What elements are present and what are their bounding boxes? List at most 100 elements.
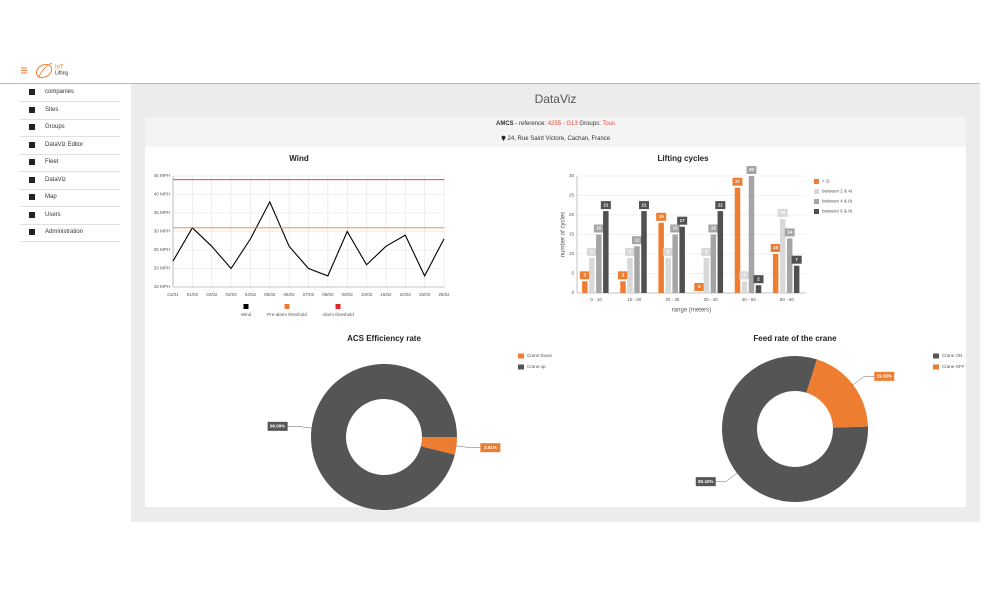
groups[interactable]: Tous xyxy=(602,121,615,127)
bar xyxy=(779,218,786,293)
value-label-box xyxy=(708,224,719,233)
value-label-box xyxy=(586,247,597,256)
donut-slice xyxy=(721,356,868,502)
x-tick-label: 29/02 xyxy=(438,292,450,297)
donut-slice xyxy=(311,364,457,511)
sidebar-icon xyxy=(29,211,35,218)
y-tick-label: 15 xyxy=(569,232,575,237)
value-label-box xyxy=(791,255,802,264)
x-tick-label: 01/01 xyxy=(167,292,179,297)
address: 24, Rue Saint Victore, Cachan, France xyxy=(507,136,611,142)
value-label: 14 xyxy=(787,230,793,235)
value-label-box xyxy=(480,443,501,453)
value-label: 3 xyxy=(622,272,625,277)
bar xyxy=(717,211,724,293)
y-tick-label: 10 xyxy=(569,251,575,256)
bar xyxy=(634,246,640,293)
value-label: 21 xyxy=(718,202,724,207)
value-label: 10 xyxy=(773,245,779,250)
sidebar-item[interactable]: Sites xyxy=(20,102,120,120)
sidebar-item[interactable]: Administration xyxy=(20,224,120,242)
bar xyxy=(793,265,800,293)
sidebar-item[interactable]: Fleet xyxy=(20,154,120,172)
y-tick-label: 15 MPH xyxy=(154,284,170,289)
chart-title: Feed rate of the crane xyxy=(753,334,837,343)
value-label: 9 xyxy=(591,249,594,254)
value-label: 15 xyxy=(711,226,717,231)
legend-swatch xyxy=(814,179,819,184)
page-title: DataViz xyxy=(534,92,577,106)
sidebar-label: DataViz xyxy=(45,176,66,183)
label-leader xyxy=(851,376,875,387)
x-tick-label: 50 - 60 xyxy=(780,297,795,302)
sidebar-item[interactable]: companies xyxy=(20,84,120,102)
x-tick-label: 04/02 xyxy=(245,292,257,297)
value-label: 7 xyxy=(795,257,798,262)
company: AMCS xyxy=(496,121,514,127)
x-tick-label: 10/02 xyxy=(361,292,373,297)
sidebar-icon xyxy=(29,89,35,95)
legend-label: between 2 & 4t xyxy=(822,189,853,194)
sidebar-icon xyxy=(29,229,35,235)
value-label-box xyxy=(625,247,635,256)
value-label-box xyxy=(874,371,895,381)
value-label: 9 xyxy=(629,249,632,254)
legend-label: Pre-alarm threshold xyxy=(267,312,307,317)
bar xyxy=(665,257,671,293)
reference-label: - reference: xyxy=(515,121,547,127)
logo-subtext: Lifting xyxy=(55,70,69,76)
label-leader xyxy=(715,471,739,482)
value-label: 21 xyxy=(603,202,609,207)
legend-label: < 2t xyxy=(822,179,830,184)
value-label-box xyxy=(663,247,674,256)
sidebar-item[interactable]: Users xyxy=(20,207,120,225)
bar xyxy=(679,226,685,293)
legend-swatch xyxy=(518,353,524,359)
bar xyxy=(710,234,717,293)
bar xyxy=(734,187,741,293)
bar xyxy=(748,176,755,293)
y-tick-label: 45 MPH xyxy=(154,173,170,178)
x-tick-label: 08/02 xyxy=(322,292,334,297)
x-tick-label: 25/02 xyxy=(419,292,431,297)
sidebar-item[interactable]: Groups xyxy=(20,119,120,137)
x-tick-label: 06/02 xyxy=(284,292,296,297)
value-label-box xyxy=(739,271,750,280)
value-label: 15 xyxy=(673,226,679,231)
value-label: 30 xyxy=(749,167,755,172)
legend-swatch xyxy=(814,189,819,194)
logo: IoT Lifting xyxy=(21,62,69,79)
value-label-box xyxy=(579,271,590,280)
x-tick-label: 02/02 xyxy=(206,292,218,297)
sidebar-label: Users xyxy=(45,211,61,218)
x-tick-label: 0 - 10 xyxy=(590,297,602,302)
x-tick-label: 03/04 xyxy=(225,292,237,297)
value-label-box xyxy=(694,283,705,291)
bar xyxy=(672,234,678,293)
y-tick-label: 40 MPH xyxy=(154,192,170,197)
chart-title: ACS Efficiency rate xyxy=(347,334,421,343)
label-leader xyxy=(287,426,314,429)
y-tick-label: 20 xyxy=(569,212,575,217)
legend-swatch xyxy=(814,199,819,204)
sidebar-item[interactable]: DataViz xyxy=(20,172,120,190)
sidebar-item[interactable]: DataViz Editor xyxy=(20,137,120,155)
sidebar-label: Sites xyxy=(45,106,59,113)
x-tick-label: 30 - 40 xyxy=(704,297,719,302)
bar xyxy=(641,211,647,293)
y-tick-label: 30 xyxy=(569,173,575,178)
value-label: 80.42% xyxy=(698,479,713,484)
y-tick-label: 25 xyxy=(569,193,575,198)
sidebar-item[interactable]: Map xyxy=(20,189,120,207)
sidebar-icon xyxy=(29,159,35,165)
info-line: AMCS - reference: 4255 - G13 Groups: Tou… xyxy=(131,121,980,127)
bar xyxy=(596,234,602,293)
legend-swatch xyxy=(284,304,290,309)
sidebar-label: Map xyxy=(45,194,57,200)
value-label: 96.09% xyxy=(270,424,285,429)
sidebar-label: Fleet xyxy=(45,159,59,165)
y-tick-label: 35 MPH xyxy=(154,210,170,215)
sidebar-label: Administration xyxy=(45,229,84,235)
value-label: 19 xyxy=(780,210,786,215)
